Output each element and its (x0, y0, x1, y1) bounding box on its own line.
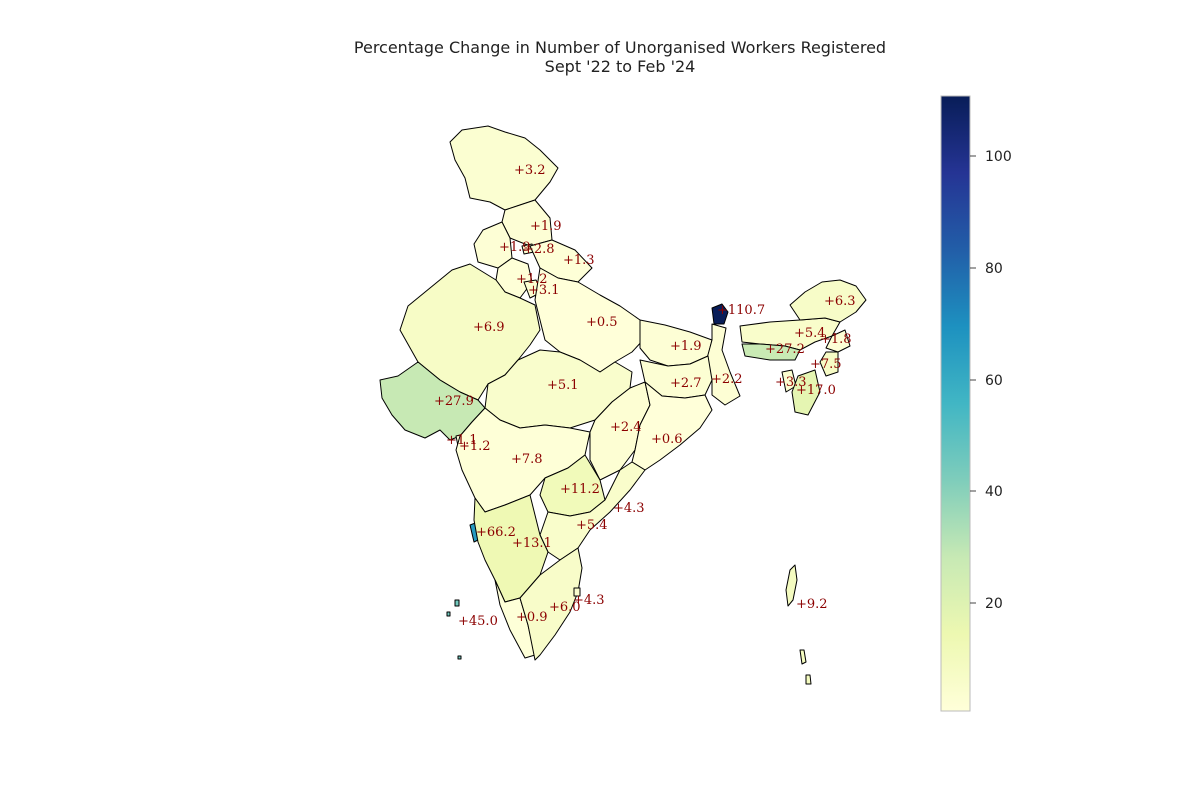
label-punjab: +1.9 (499, 240, 531, 255)
label-mizoram: +17.0 (796, 383, 836, 398)
label-meghalaya: +27.2 (765, 342, 805, 357)
region-manipur (819, 351, 839, 377)
colorbar-gradient (940, 95, 971, 712)
label-sikkim: +110.7 (717, 303, 765, 318)
region-west-bengal (705, 323, 741, 406)
region-arunachal-pradesh (789, 279, 867, 323)
label-odisha: +0.6 (651, 432, 683, 447)
label-kerala: +0.9 (516, 610, 548, 625)
map-title: Percentage Change in Number of Unorganis… (0, 38, 1200, 76)
label-andaman-nicobar: +9.2 (796, 597, 828, 612)
label-manipur: +7.5 (810, 357, 842, 372)
label-arunachal-pradesh: +6.3 (824, 294, 856, 309)
label-puducherry: +4.3 (573, 593, 605, 608)
label-karnataka: +13.1 (512, 536, 552, 551)
region-andaman-nicobar-3 (805, 674, 812, 685)
label-telangana: +11.2 (560, 482, 600, 497)
label-andhra-pradesh: +5.4 (576, 518, 608, 533)
colorbar-tick-label-60: 60 (985, 373, 1003, 389)
label-jharkhand: +2.7 (670, 376, 702, 391)
label-chandigarh: +2.8 (523, 242, 555, 257)
title-line-2: Sept '22 to Feb '24 (544, 57, 696, 76)
region-uttar-pradesh (534, 267, 646, 373)
label-nagaland: +1.8 (820, 332, 852, 347)
region-lakshadweep-2 (446, 611, 451, 617)
label-west-bengal: +2.2 (711, 372, 743, 387)
value-labels: +3.2 +1.9 +1.9 +2.8 +1.3 +1.2 +3.1 +6.9 … (434, 163, 856, 629)
title-line-1: Percentage Change in Number of Unorganis… (353, 38, 887, 57)
region-tamil-nadu (519, 547, 583, 661)
region-mizoram (791, 369, 821, 416)
colorbar-tick-label-20: 20 (985, 596, 1003, 612)
colorbar: 100 80 60 40 20 (940, 95, 1012, 712)
label-lakshadweep: +45.0 (458, 614, 498, 629)
region-nagaland (825, 329, 851, 353)
label-uttar-pradesh: +0.5 (586, 315, 618, 330)
region-andaman-nicobar (785, 564, 798, 607)
region-jammu-kashmir (449, 125, 559, 211)
label-bihar: +1.9 (670, 339, 702, 354)
label-tamil-nadu: +6.0 (549, 600, 581, 615)
label-rajasthan: +6.9 (473, 320, 505, 335)
region-puducherry (573, 587, 581, 597)
colorbar-tick-label-100: 100 (985, 149, 1012, 165)
label-maharashtra: +7.8 (511, 452, 543, 467)
label-tripura: +3.3 (775, 375, 807, 390)
region-andhra-pradesh (539, 461, 646, 561)
label-goa: +66.2 (476, 525, 516, 540)
label-madhya-pradesh: +5.1 (547, 378, 579, 393)
label-gujarat: +27.9 (434, 394, 474, 409)
label-maharashtra-coast: +1.2 (459, 439, 491, 454)
region-lakshadweep (454, 599, 460, 607)
state-regions (379, 125, 867, 685)
label-uttarakhand: +1.3 (563, 253, 595, 268)
region-meghalaya (741, 343, 801, 361)
region-odisha (631, 381, 713, 471)
region-andaman-nicobar-2 (799, 649, 807, 665)
label-himachal-pradesh: +1.9 (530, 219, 562, 234)
colorbar-tick-label-40: 40 (985, 484, 1003, 500)
region-lakshadweep-3 (457, 655, 462, 660)
label-chhattisgarh: +2.4 (610, 420, 642, 435)
label-dadra-daman: +1.1 (446, 433, 478, 448)
label-andhra-coast: +4.3 (613, 501, 645, 516)
colorbar-tick-label-80: 80 (985, 261, 1003, 277)
label-delhi: +3.1 (528, 283, 560, 298)
region-sikkim (711, 303, 729, 325)
label-assam: +5.4 (794, 326, 826, 341)
label-haryana: +1.2 (516, 272, 548, 287)
label-jammu-kashmir: +3.2 (514, 163, 546, 178)
